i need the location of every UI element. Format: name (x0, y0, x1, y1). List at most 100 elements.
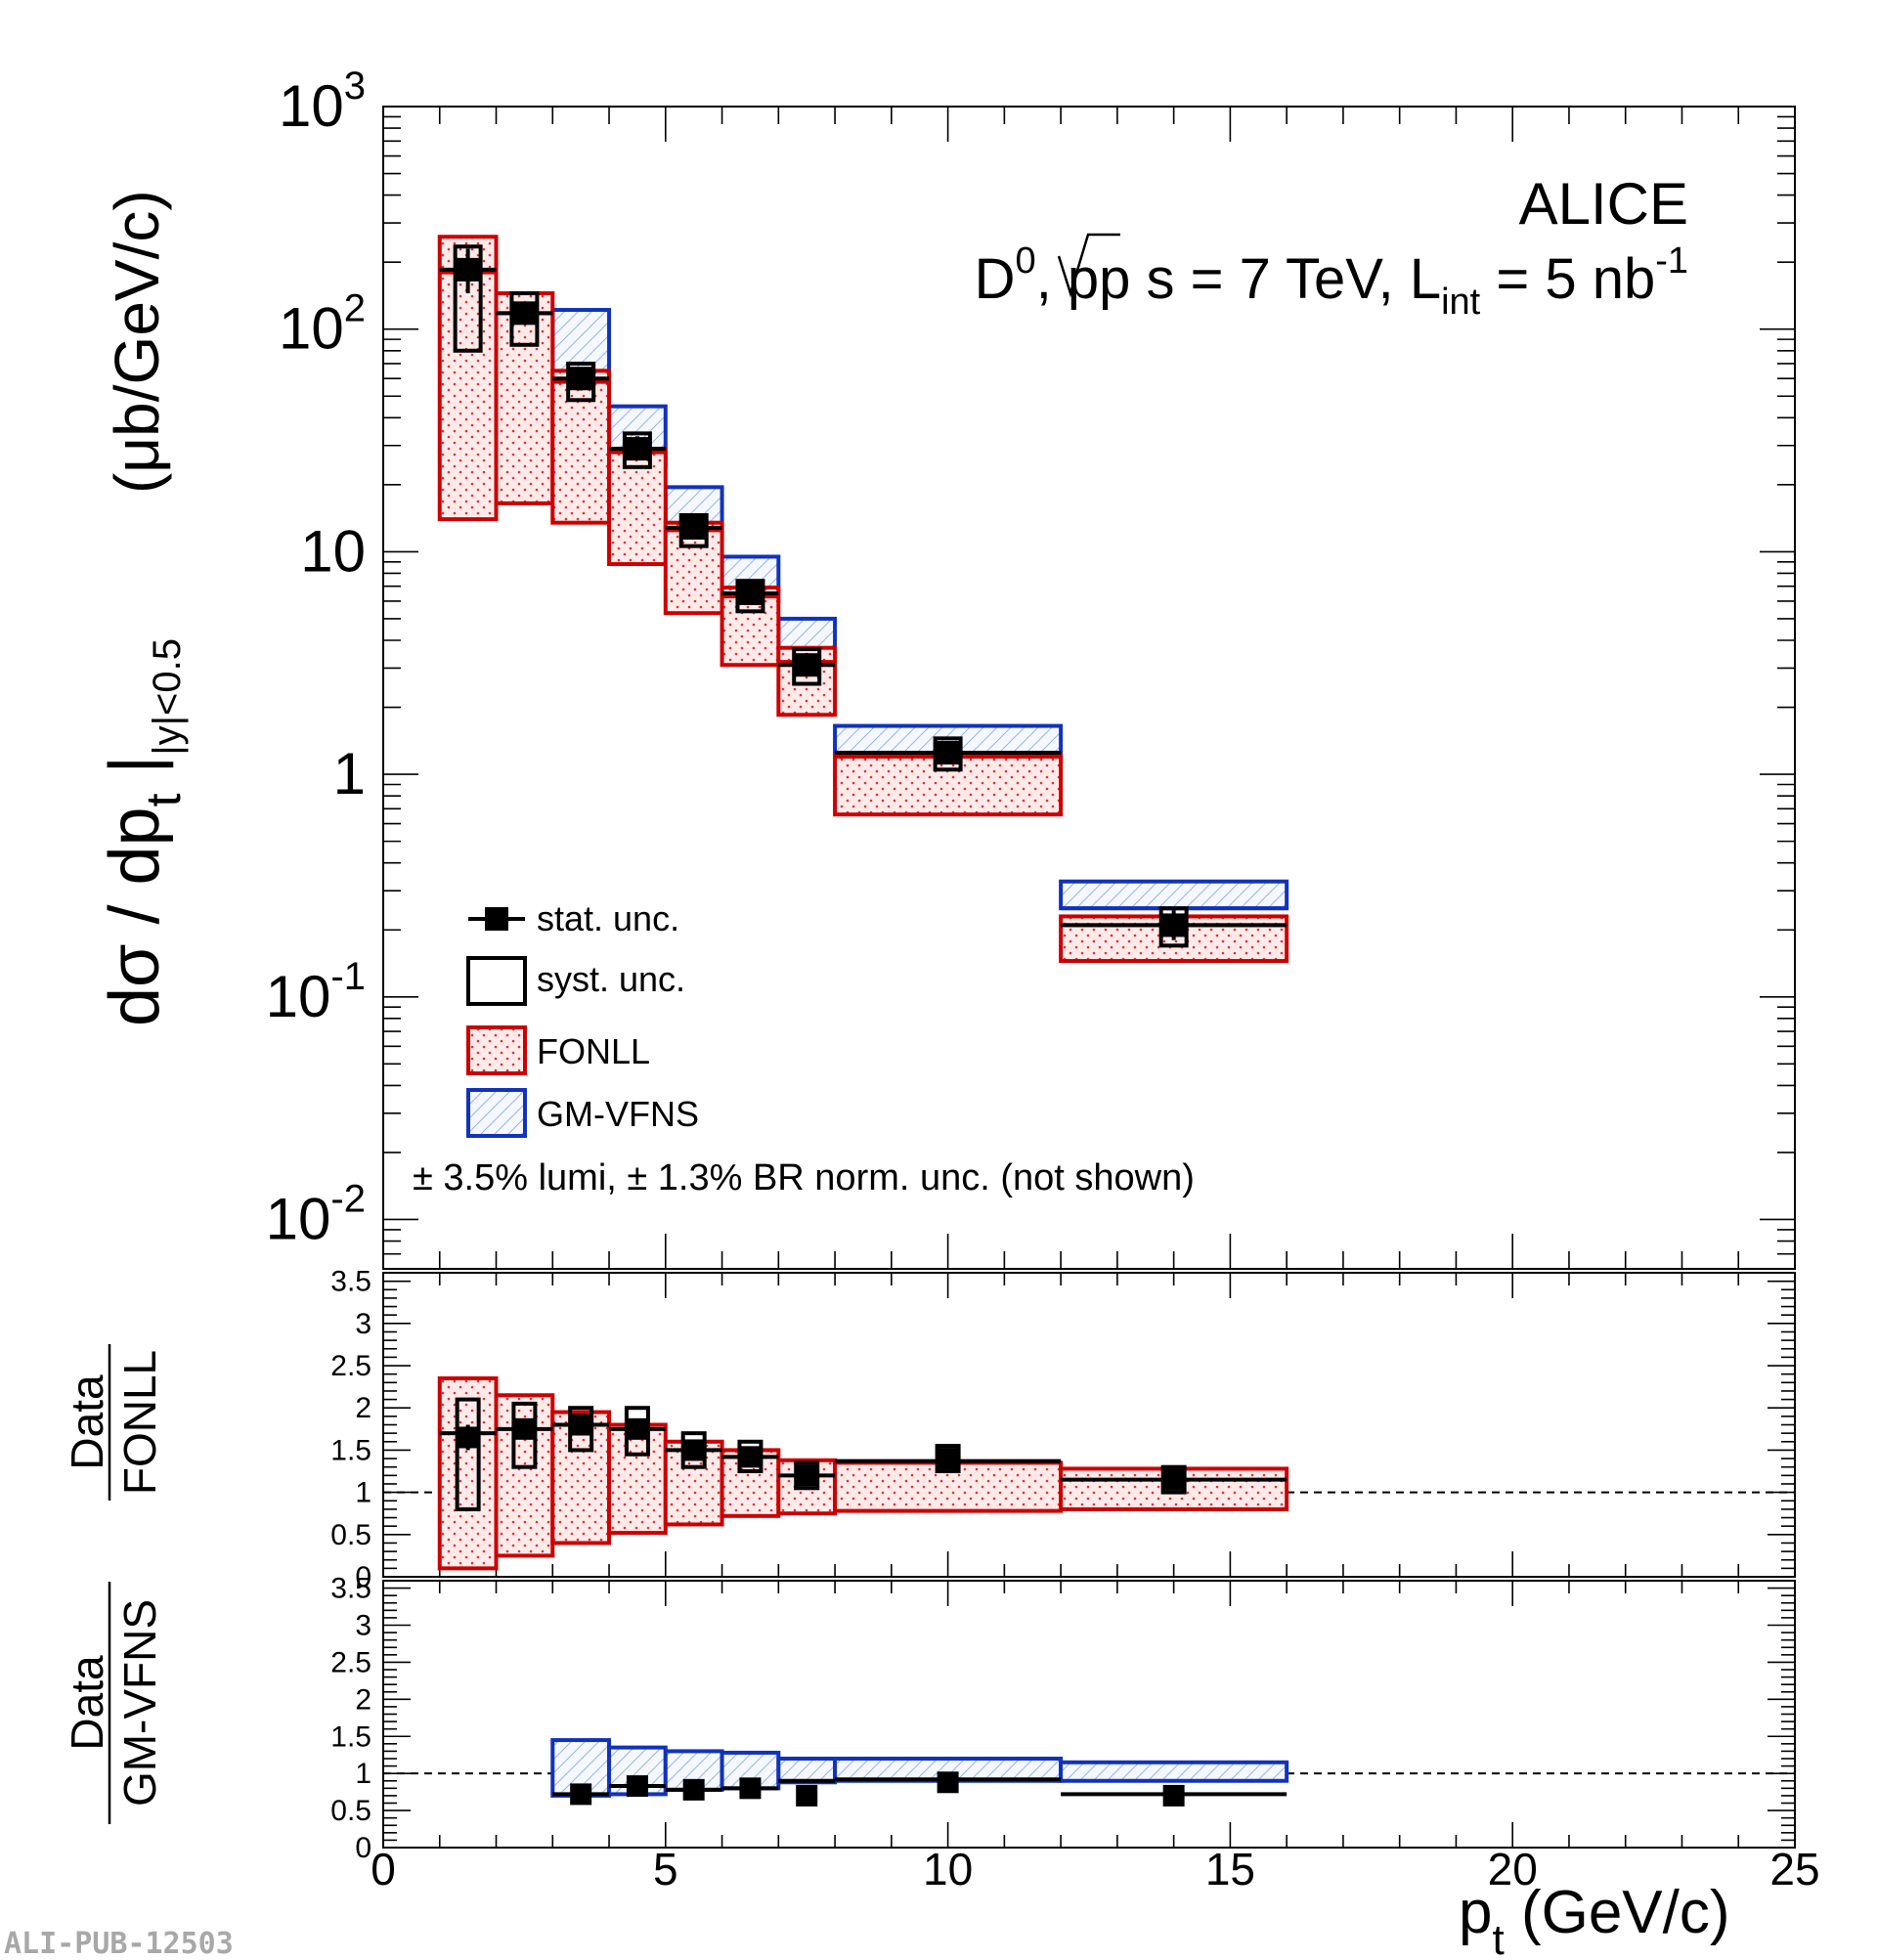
data-syst-box (792, 647, 822, 686)
ratio1-point (937, 1448, 959, 1470)
data-syst-box (453, 244, 483, 353)
ratio1-point (682, 1439, 705, 1461)
ratio1-fonll-band (437, 1375, 499, 1571)
ratio-y-tick-label: 3.5 (330, 1573, 371, 1605)
legend-gmvfns-swatch (466, 1088, 527, 1138)
ratio-y-tick-label: 0 (355, 1832, 371, 1864)
ratio2-point (626, 1775, 648, 1798)
legend-syst-swatch (466, 956, 527, 1006)
legend-stat-marker (485, 907, 508, 931)
ratio1-point (626, 1417, 648, 1440)
x-tick-label: 25 (1769, 1844, 1819, 1895)
data-point-marker (1161, 913, 1186, 937)
main-y-tick-label: 10-1 (266, 955, 366, 1029)
fonll-band (720, 586, 781, 668)
x-tick-labels: 0 5 10 15 20 25 (371, 1844, 1819, 1895)
ratio-y-tick-label: 3 (355, 1610, 371, 1642)
y-tick-labels-main: 10-2 10-1 1 10 102 103 (266, 65, 366, 1251)
legend-stat-label: stat. unc. (537, 898, 679, 938)
ratio2-point (739, 1777, 762, 1800)
main-y-tick-label: 1 (333, 741, 366, 806)
ratio2-point (937, 1771, 959, 1794)
ratio2-content (550, 1738, 1289, 1807)
data-point-marker (738, 581, 763, 605)
main-plot-frame (382, 106, 1796, 1270)
data-point-marker (625, 437, 649, 461)
main-y-axis-unit: (μb/GeV/c) (102, 190, 172, 494)
ratio2-point (796, 1784, 818, 1807)
ratio2-gmvfns-band (776, 1757, 838, 1785)
main-ticks (382, 106, 1796, 1270)
ratio1-fonll-band (607, 1422, 668, 1536)
x-tick-label: 10 (923, 1844, 973, 1895)
data-syst-box (735, 579, 765, 614)
data-points (439, 244, 1288, 948)
data-point-marker (569, 367, 593, 391)
ratio-y-tick-label: 0.5 (330, 1519, 371, 1551)
data-point-marker (795, 653, 819, 677)
fonll-bands (437, 235, 1289, 964)
ratio-y-tick-label: 3.5 (330, 1266, 371, 1298)
ratio2-gmvfns-band (1059, 1760, 1289, 1783)
gmvfns-ratio-frame (382, 1580, 1796, 1849)
ratio-y-tick-label: 2.5 (330, 1646, 371, 1678)
data-syst-box (622, 431, 652, 469)
x-tick-label: 5 (653, 1844, 678, 1895)
ratio1-denominator: FONLL (114, 1350, 165, 1495)
ratio1-numerator: Data (62, 1374, 112, 1470)
ratio2-denominator: GM-VFNS (114, 1599, 165, 1807)
main-y-tick-label: 103 (279, 65, 366, 139)
data-syst-box (509, 290, 540, 347)
fonll-band (833, 753, 1064, 817)
main-y-axis-label: dσ / dpt ||y|<0.5 (96, 638, 191, 1026)
ratio-y-tick-label: 2 (355, 1392, 371, 1424)
data-point-marker (936, 741, 960, 765)
main-y-tick-label: 10 (300, 518, 366, 584)
ratio-y-tick-label: 1.5 (330, 1720, 371, 1753)
ratio1-point (739, 1446, 762, 1468)
fonll-band (550, 369, 612, 525)
ratio2-numerator: Data (62, 1655, 112, 1751)
x-axis-label: pt (GeV/c) (1459, 1879, 1730, 1960)
data-syst-box (933, 736, 963, 772)
y-tick-labels-ratio: 00.511.522.533.500.511.522.533.5 (330, 1266, 371, 1864)
normalization-note: ± 3.5% lumi, ± 1.3% BR norm. unc. (not s… (413, 1157, 1195, 1198)
gmvfns-bands (550, 308, 1289, 911)
ratio2-point (1162, 1784, 1185, 1807)
fonll-band (494, 290, 555, 505)
data-point-marker (456, 257, 480, 282)
data-point-marker (512, 301, 537, 326)
data-syst-box (1158, 906, 1189, 948)
plot-subtitle: D0, pp s = 7 TeV, Lint = 5 nb-1 (975, 240, 1688, 323)
ratio1-content (437, 1375, 1289, 1571)
ratio1-point (513, 1417, 536, 1440)
sqrt-radical-icon (1057, 233, 1120, 298)
main-y-tick-label: 10-2 (266, 1177, 366, 1251)
ratio1-syst-box (455, 1397, 481, 1511)
experiment-label: ALICE (1519, 171, 1688, 237)
ratio2-point (682, 1778, 705, 1801)
legend-fonll-swatch (466, 1025, 527, 1075)
ratio-y-tick-label: 2 (355, 1683, 371, 1716)
x-tick-label: 15 (1205, 1844, 1255, 1895)
data-syst-box (678, 512, 709, 548)
data-syst-box (566, 361, 596, 403)
legend-gmvfns-label: GM-VFNS (537, 1094, 699, 1134)
publication-id: ALI-PUB-12503 (4, 1927, 234, 1960)
legend-fonll-label: FONLL (537, 1031, 650, 1071)
ratio1-point (457, 1426, 479, 1449)
ratio-y-tick-label: 2.5 (330, 1350, 371, 1382)
x-tick-label: 0 (371, 1844, 396, 1895)
legend-syst-label: syst. unc. (537, 959, 685, 999)
ratio-y-tick-label: 3 (355, 1308, 371, 1340)
x-tick-label: 20 (1488, 1844, 1538, 1895)
main-y-tick-label: 102 (279, 287, 366, 362)
data-point-marker (681, 515, 706, 540)
ratio1-point (570, 1414, 592, 1436)
ratio-y-tick-label: 1.5 (330, 1434, 371, 1466)
ratio-y-tick-label: 1 (355, 1477, 371, 1509)
gmvfns-band (1059, 879, 1289, 911)
ratio-y-tick-label: 1 (355, 1758, 371, 1790)
ratio1-point (1162, 1468, 1185, 1491)
